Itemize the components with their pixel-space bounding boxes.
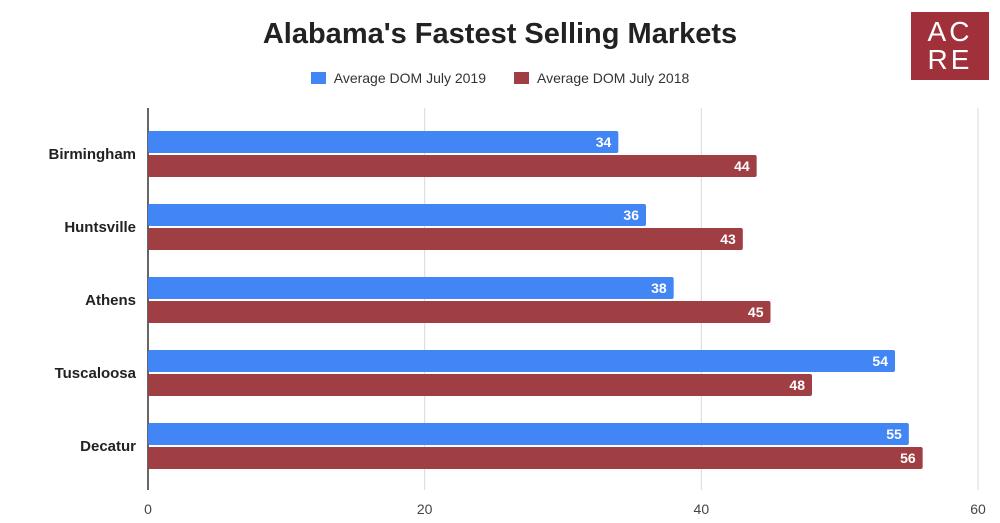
data-label: 34 — [596, 134, 612, 150]
legend-label-2018: Average DOM July 2018 — [537, 70, 690, 86]
data-label: 36 — [623, 207, 639, 223]
bar — [148, 228, 743, 250]
bar — [148, 204, 646, 226]
category-label: Athens — [85, 292, 136, 309]
legend-label-2019: Average DOM July 2019 — [333, 70, 486, 86]
chart-legend: Average DOM July 2019 Average DOM July 2… — [0, 70, 1000, 86]
category-label: Birmingham — [48, 146, 136, 163]
acre-logo: AC RE — [911, 12, 989, 80]
bar — [148, 277, 674, 299]
data-label: 48 — [789, 377, 805, 393]
legend-swatch-2019 — [310, 72, 326, 84]
data-label: 54 — [872, 353, 888, 369]
legend-item-2019: Average DOM July 2019 — [310, 70, 486, 86]
data-label: 56 — [900, 450, 916, 466]
logo-line-2: RE — [927, 44, 973, 75]
bar — [148, 131, 619, 153]
data-label: 38 — [651, 280, 667, 296]
chart-title: Alabama's Fastest Selling Markets — [262, 18, 738, 50]
bar — [148, 374, 812, 396]
bar — [148, 423, 909, 445]
category-label: Tuscaloosa — [55, 365, 137, 382]
data-label: 44 — [734, 158, 750, 174]
x-tick-label: 0 — [144, 501, 152, 517]
bar — [148, 447, 923, 469]
bar — [148, 350, 895, 372]
logo-line-1: AC — [927, 16, 973, 47]
x-tick-label: 60 — [970, 501, 986, 517]
x-tick-label: 40 — [694, 501, 710, 517]
data-label: 43 — [720, 231, 736, 247]
x-tick-label: 20 — [417, 501, 433, 517]
category-label: Huntsville — [64, 219, 136, 236]
bar — [148, 301, 771, 323]
category-label: Decatur — [80, 438, 136, 455]
bar — [148, 155, 757, 177]
legend-swatch-2018 — [514, 72, 529, 84]
data-label: 45 — [748, 304, 764, 320]
data-label: 55 — [886, 426, 902, 442]
legend-item-2018: Average DOM July 2018 — [514, 70, 689, 86]
